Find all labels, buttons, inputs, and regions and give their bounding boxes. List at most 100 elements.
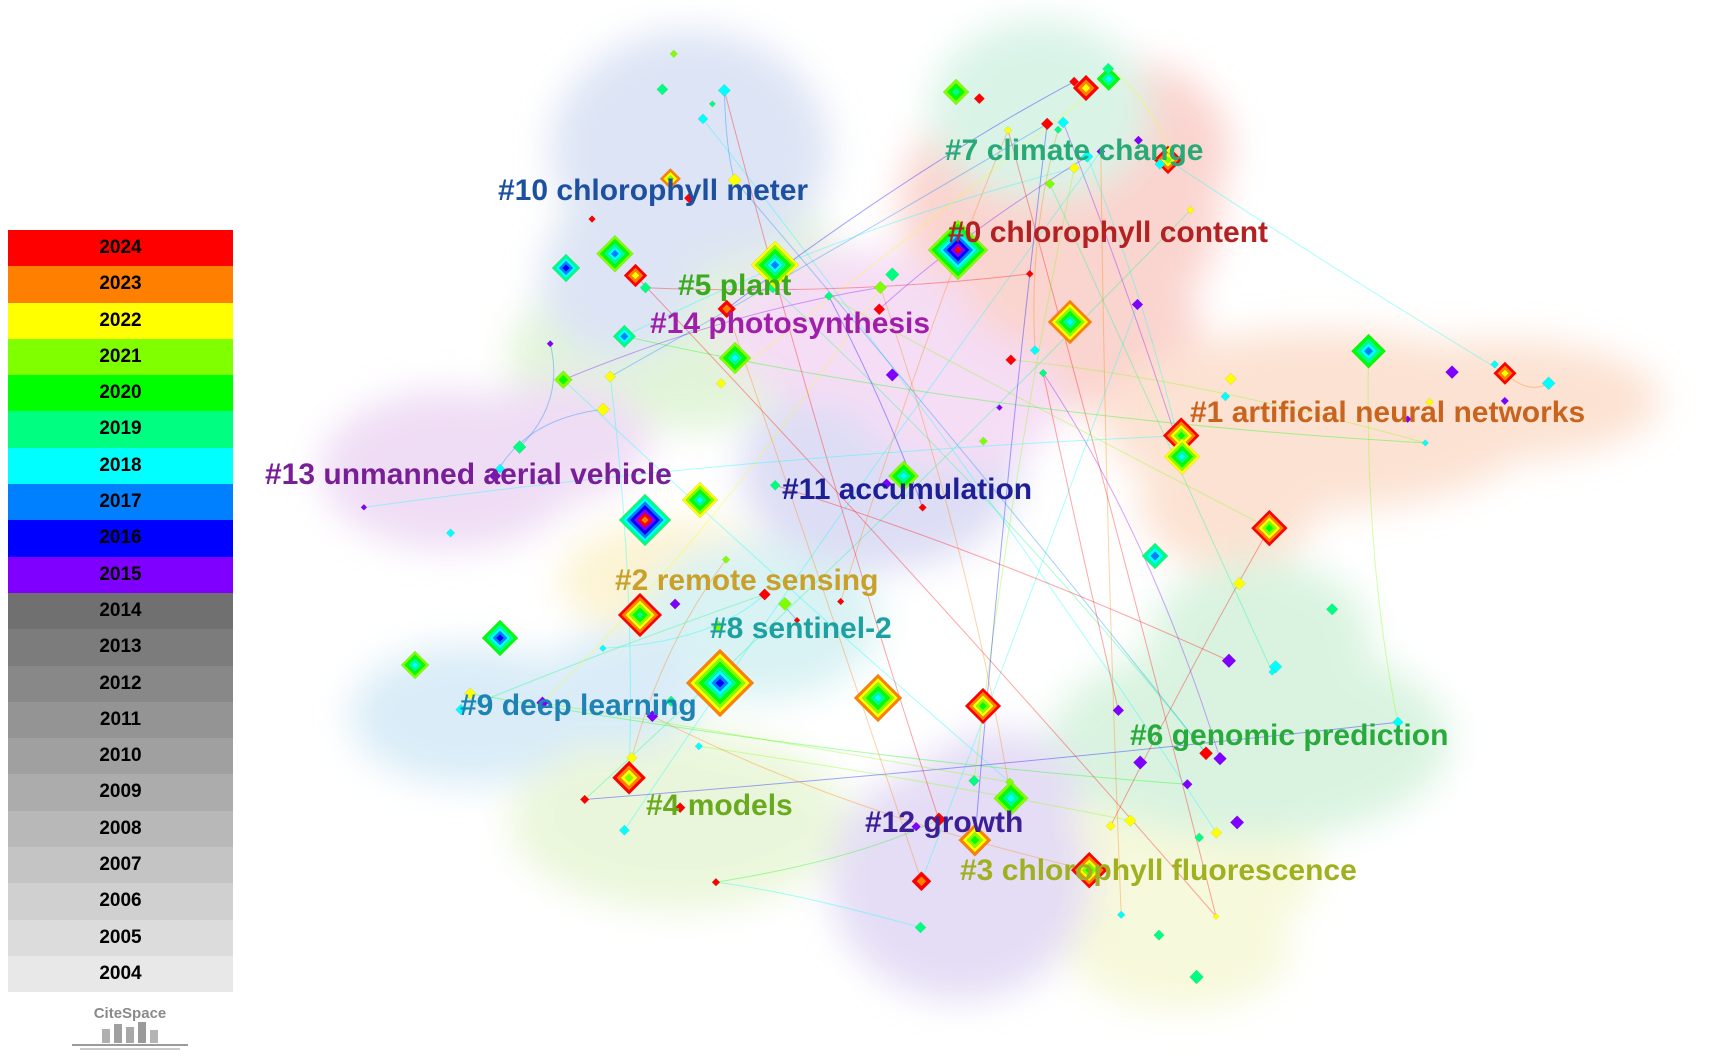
- hub-node: [1072, 74, 1100, 102]
- network-link: [584, 721, 1398, 800]
- network-node: [625, 752, 638, 764]
- legend-year-2007: 2007: [8, 847, 233, 884]
- network-node: [596, 234, 634, 273]
- hub-node: [551, 253, 581, 283]
- network-node: [1003, 126, 1013, 135]
- network-links: [363, 68, 1549, 928]
- network-link: [652, 715, 1090, 871]
- citespace-logo: CiteSpace: [70, 1005, 190, 1055]
- hub-node: [400, 650, 430, 680]
- network-link: [542, 287, 881, 704]
- cluster-label-12: #12 growth: [865, 806, 1023, 839]
- cluster-label-7: #7 climate change: [945, 134, 1203, 167]
- network-node: [599, 644, 607, 653]
- cluster-hull-9: [350, 645, 590, 785]
- network-node: [973, 93, 985, 105]
- cluster-hull-14: [860, 330, 1060, 470]
- network-link: [563, 286, 881, 381]
- hub-node: [481, 619, 519, 657]
- network-node: [1392, 716, 1404, 728]
- network-node: [360, 503, 368, 511]
- network-node: [1069, 76, 1080, 87]
- network-node: [721, 555, 731, 564]
- cluster-label-10: #10 chlorophyll meter: [498, 174, 808, 207]
- network-node: [1112, 704, 1125, 717]
- hub-node: [1047, 299, 1093, 345]
- network-node: [873, 303, 886, 316]
- network-link: [1042, 372, 1119, 711]
- network-link: [1010, 359, 1426, 444]
- cluster-label-0: #0 chlorophyll content: [948, 216, 1268, 249]
- network-node: [1124, 814, 1137, 827]
- cluster-label-13: #13 unmanned aerial vehicle: [265, 458, 672, 491]
- network-node: [1493, 361, 1517, 386]
- network-node: [1102, 62, 1115, 75]
- network-link: [623, 151, 1102, 831]
- network-link: [584, 209, 1191, 800]
- network-node: [1325, 603, 1339, 616]
- year-color-legend: 2024 2023 2022 2021 2020 2019 2018 2017 2016 2015…: [8, 230, 233, 993]
- network-node: [931, 812, 947, 827]
- network-node: [1165, 145, 1175, 156]
- network-node: [512, 440, 527, 454]
- hub-node: [617, 592, 663, 638]
- legend-year-2009: 2009: [8, 774, 233, 811]
- network-link: [602, 594, 766, 649]
- logo-bars-icon: [72, 1022, 188, 1050]
- network-link: [723, 90, 736, 181]
- network-node: [488, 469, 502, 483]
- network-node: [1053, 125, 1063, 134]
- network-link: [698, 745, 1131, 822]
- network-node: [1224, 372, 1237, 386]
- network-node: [1154, 158, 1166, 170]
- network-node: [588, 215, 596, 223]
- network-node: [1421, 439, 1429, 447]
- legend-year-2008: 2008: [8, 810, 233, 848]
- network-node: [958, 823, 992, 857]
- network-node: [1210, 826, 1223, 839]
- network-node: [464, 687, 477, 700]
- network-node: [611, 760, 647, 795]
- network-node: [579, 794, 590, 805]
- network-node: [1198, 746, 1214, 761]
- network-link: [519, 343, 555, 448]
- network-link: [1042, 372, 1221, 759]
- cluster-hull-7: [930, 20, 1150, 200]
- hub-node: [685, 648, 755, 718]
- network-node: [455, 703, 467, 716]
- network-node: [445, 528, 456, 538]
- network-link: [974, 123, 1048, 841]
- network-link: [726, 308, 922, 882]
- network-node: [996, 404, 1003, 412]
- cluster-label-3: #3 chlorophyll fluorescence: [960, 854, 1357, 887]
- network-node: [1250, 509, 1288, 547]
- hub-node: [681, 481, 719, 519]
- hub-node: [718, 341, 752, 375]
- network-node: [885, 267, 900, 282]
- network-node: [1189, 969, 1204, 985]
- cluster-labels: #0 chlorophyll content #1 artificial neur…: [265, 134, 1585, 887]
- network-link: [1049, 183, 1273, 673]
- network-node: [1153, 929, 1165, 941]
- legend-year-2015: 2015: [8, 556, 233, 593]
- hub-node: [618, 493, 672, 547]
- legend-year-2012: 2012: [8, 665, 233, 702]
- network-node: [1541, 376, 1556, 391]
- network-node: [968, 775, 980, 787]
- network-link: [631, 559, 727, 759]
- network-node: [1133, 135, 1144, 146]
- hub-node: [927, 219, 989, 281]
- network-link: [1167, 159, 1506, 374]
- network-link: [562, 379, 1011, 783]
- network-node: [1025, 269, 1034, 278]
- network-node: [639, 281, 652, 294]
- network-node: [1232, 577, 1246, 591]
- network-node: [1070, 851, 1108, 889]
- network-node: [697, 113, 709, 125]
- cluster-hull-8: [640, 540, 880, 700]
- network-link: [1367, 351, 1399, 723]
- network-node: [683, 192, 696, 205]
- network-node: [717, 83, 731, 97]
- network-node: [1038, 368, 1048, 378]
